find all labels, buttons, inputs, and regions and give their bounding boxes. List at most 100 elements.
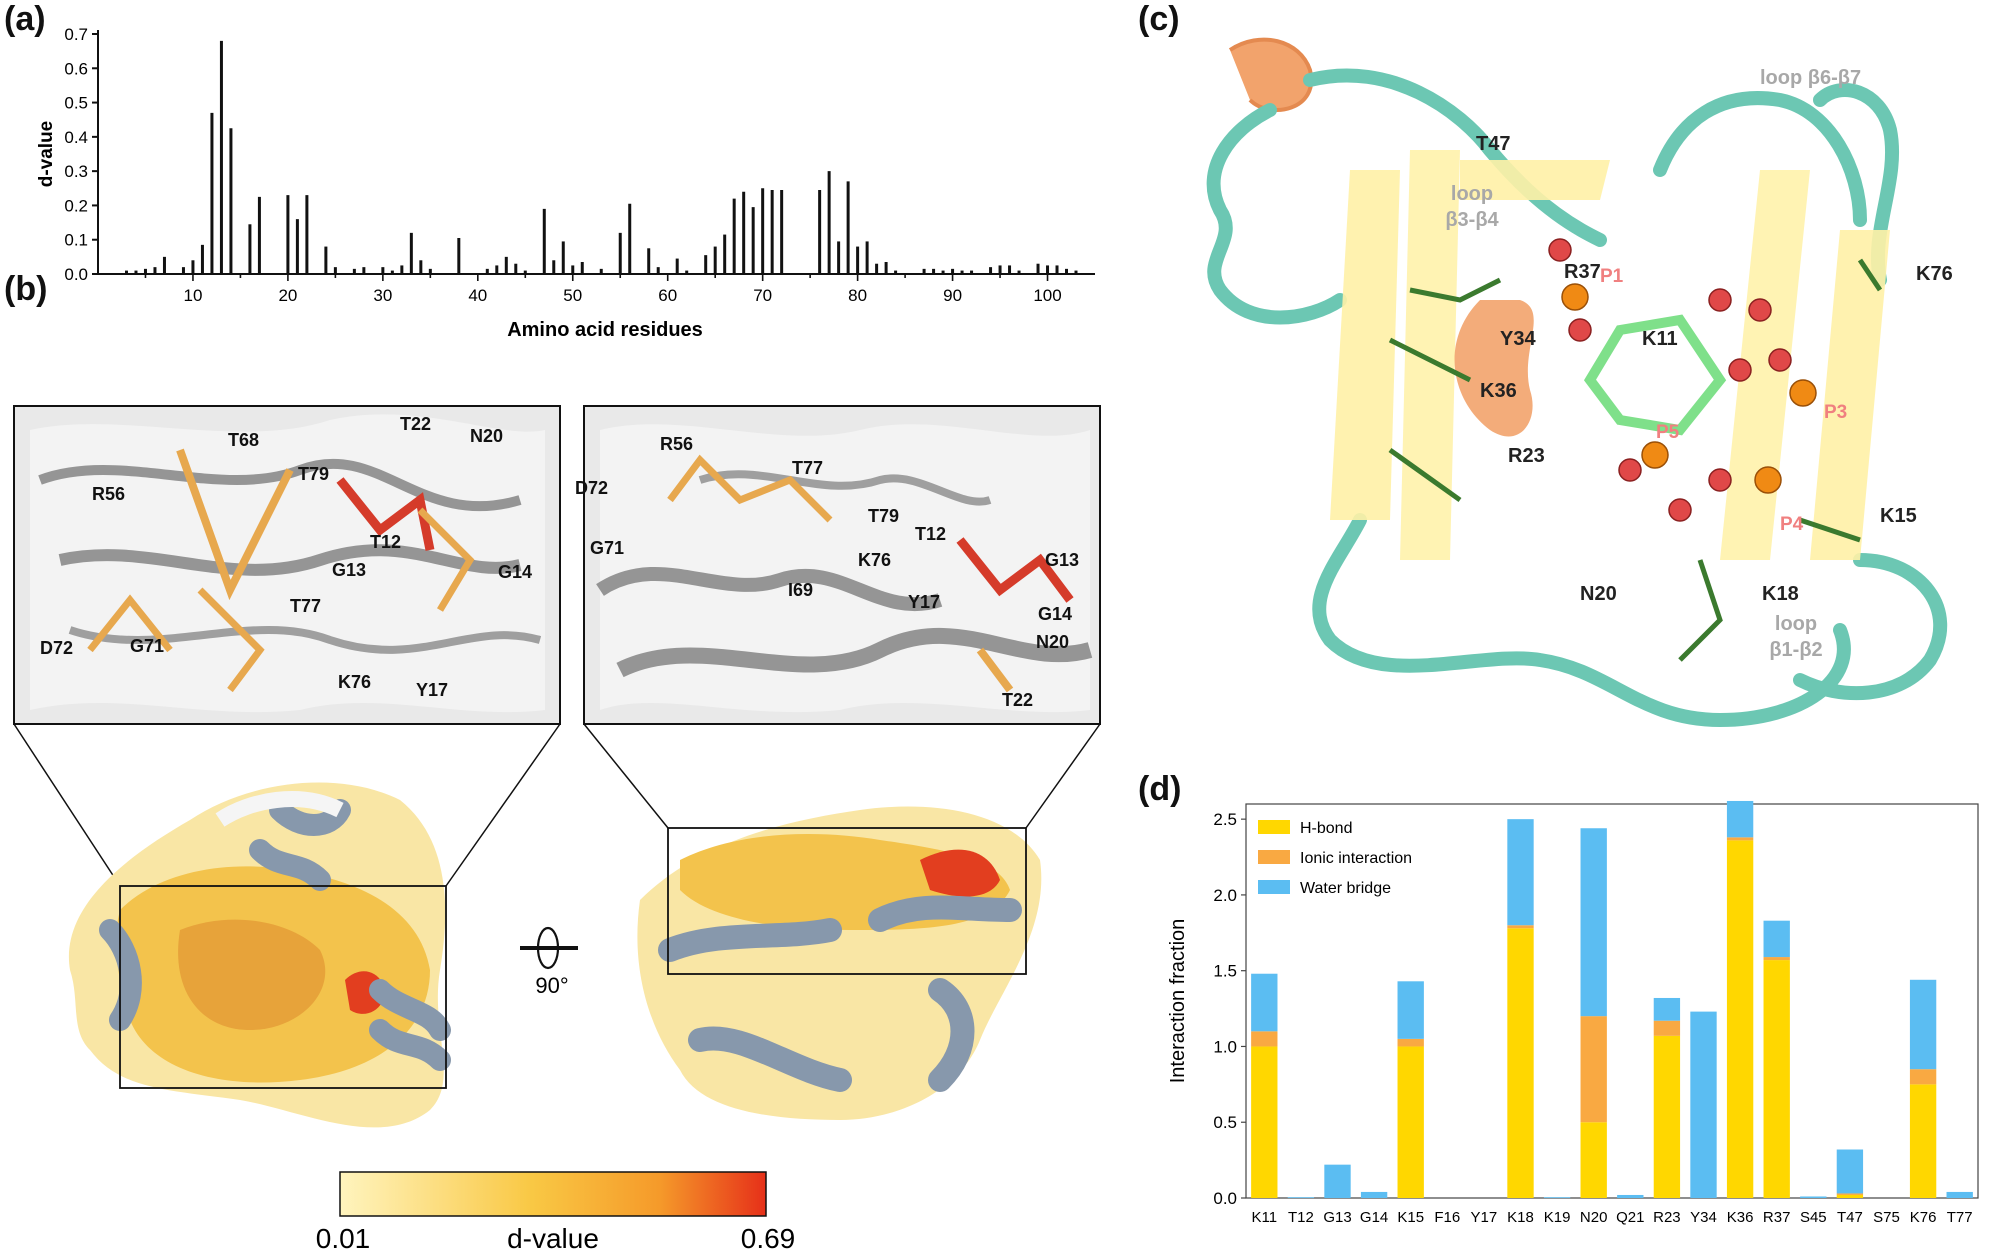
chart-d-bar	[1360, 1191, 1388, 1198]
loop-b1-b2-line1: loop	[1775, 613, 1817, 635]
chart-d-xtick-label: R37	[1763, 1209, 1791, 1226]
chart-a-xlabel: Amino acid residues	[507, 319, 703, 340]
chart-d-legend-swatch	[1258, 850, 1290, 864]
panel-b-structure: 90° 0.01 d-value 0.69 T68 T22 N20 R56 T79 T12…	[13, 405, 1101, 1254]
residue-label-right: T22	[1002, 690, 1033, 710]
chart-d-bar	[1397, 1038, 1424, 1047]
chart-d-xtick-label: K19	[1544, 1209, 1571, 1226]
chart-a-xtick-label: 30	[373, 286, 392, 305]
residue-label-left: T77	[290, 596, 321, 616]
residue-label-right: N20	[1036, 632, 1069, 652]
chart-d-bar	[1653, 1020, 1681, 1036]
chart-a-ytick-label: 0.2	[64, 196, 88, 215]
chart-a-ytick-label: 0.7	[64, 25, 88, 44]
residue-T47: T47	[1476, 133, 1510, 155]
chart-d-xtick-label: G13	[1323, 1209, 1351, 1226]
chart-d-bar	[1726, 800, 1754, 838]
residue-label-right: T12	[915, 524, 946, 544]
chart-d-bar	[1507, 928, 1534, 1198]
residue-label-right: T79	[868, 506, 899, 526]
chart-d-xtick-label: T47	[1837, 1209, 1863, 1226]
residue-label-left: D72	[40, 638, 73, 658]
residue-R23: R23	[1508, 445, 1545, 467]
residue-label-right: G14	[1038, 604, 1072, 624]
chart-d-bar	[1507, 819, 1534, 926]
chart-d-bar	[1251, 973, 1278, 1032]
panel-label-a: (a)	[4, 0, 46, 38]
chart-d-bar	[1726, 837, 1754, 841]
chart-d-xtick-label: T77	[1947, 1209, 1973, 1226]
loop-b3-b4-line1: loop	[1451, 183, 1493, 205]
chart-d-bar	[1653, 997, 1681, 1021]
chart-d-xtick-label: G14	[1360, 1209, 1388, 1226]
phosphate-P1: P1	[1600, 266, 1624, 287]
rotation-icon	[520, 926, 578, 970]
chart-d-xtick-label: S45	[1800, 1209, 1827, 1226]
chart-d-legend-label: H-bond	[1300, 820, 1352, 837]
chart-d-legend-swatch	[1258, 880, 1290, 894]
residue-label-left: T68	[228, 430, 259, 450]
residue-label-left: R56	[92, 484, 125, 504]
chart-d-bar	[1617, 1194, 1644, 1198]
residue-K76: K76	[1916, 263, 1953, 285]
residue-label-left: T22	[400, 414, 431, 434]
chart-a-plot: 0.0 0.1 0.2 0.3 0.4 0.5 0.6 0.7 10 20 30 40 50 60 70 80…	[64, 25, 1095, 305]
chart-d-plot: 0.0 0.5 1.0 1.5 2.0 2.5 K11 T12 G13 G14 K15 F16 Y17 K…	[1213, 800, 1979, 1226]
chart-a-xtick-label: 50	[563, 286, 582, 305]
chart-d-ytick-label: 0.0	[1213, 1189, 1237, 1208]
chart-d-xtick-label: K11	[1252, 1209, 1278, 1226]
chart-d-ytick-label: 0.5	[1213, 1113, 1237, 1132]
loop-b1-b2-line2: β1-β2	[1769, 639, 1822, 661]
residue-Y34: Y34	[1500, 328, 1536, 350]
chart-a: 0.0 0.1 0.2 0.3 0.4 0.5 0.6 0.7 10 20 30 40 50 60 70 80…	[36, 25, 1095, 340]
panel-c-structure: T47 R37 K76 Y34 K11 K36 R23 K15 N20 K18 …	[1206, 37, 1953, 728]
chart-a-ytick-label: 0.6	[64, 59, 88, 78]
surface-left	[68, 782, 451, 1128]
chart-d-bar	[1726, 840, 1754, 1198]
residue-label-left: Y17	[416, 680, 448, 700]
loop-b6-b7: loop β6-β7	[1760, 67, 1861, 89]
chart-d-bar	[1690, 1011, 1717, 1198]
chart-d-bar	[1580, 1122, 1607, 1198]
residue-label-left: T12	[370, 532, 401, 552]
residue-label-right: I69	[788, 580, 813, 600]
inset-right	[583, 405, 1101, 725]
chart-a-xtick-label: 70	[753, 286, 772, 305]
surface-right	[637, 806, 1042, 1120]
chart-d-frame	[1245, 803, 1979, 1199]
chart-d-bar	[1909, 1069, 1937, 1085]
residue-label-right: T77	[792, 458, 823, 478]
residue-R37: R37	[1564, 261, 1601, 283]
panel-label-b: (b)	[4, 270, 48, 308]
chart-a-ytick-label: 0.1	[64, 231, 88, 250]
chart-d-legend-label: Ionic interaction	[1300, 850, 1412, 867]
chart-d-xtick-label: K18	[1507, 1209, 1534, 1226]
chart-a-ytick-label: 0.3	[64, 162, 88, 181]
residue-label-left: G13	[332, 560, 366, 580]
colorbar	[339, 1171, 767, 1217]
chart-d-bar	[1251, 1046, 1278, 1198]
chart-d-xtick-label: K15	[1397, 1209, 1424, 1226]
chart-d-bar	[1763, 920, 1790, 958]
chart-d-bar	[1287, 1197, 1315, 1199]
colorbar-max: 0.69	[741, 1223, 796, 1254]
chart-d-bar	[1653, 1035, 1681, 1198]
chart-d-xtick-label: K36	[1727, 1209, 1754, 1226]
chart-d-bar	[1763, 957, 1790, 961]
chart-a-xtick-label: 10	[183, 286, 202, 305]
residue-label-left: N20	[470, 426, 503, 446]
chart-d-bar	[1324, 1164, 1351, 1198]
residue-label-left: K76	[338, 672, 371, 692]
chart-d-xtick-label: F16	[1434, 1209, 1460, 1226]
chart-d-bar	[1836, 1149, 1864, 1194]
residue-label-right: G13	[1045, 550, 1079, 570]
chart-d-xtick-label: R23	[1653, 1209, 1681, 1226]
residue-label-right: K76	[858, 550, 891, 570]
chart-d-ytick-label: 1.0	[1213, 1037, 1237, 1056]
chart-d-legend-swatch	[1258, 820, 1290, 834]
chart-d-ylabel: Interaction fraction	[1167, 919, 1189, 1084]
residue-label-right: G71	[590, 538, 624, 558]
chart-d-bar	[1946, 1191, 1973, 1198]
chart-d-bar	[1800, 1196, 1827, 1198]
